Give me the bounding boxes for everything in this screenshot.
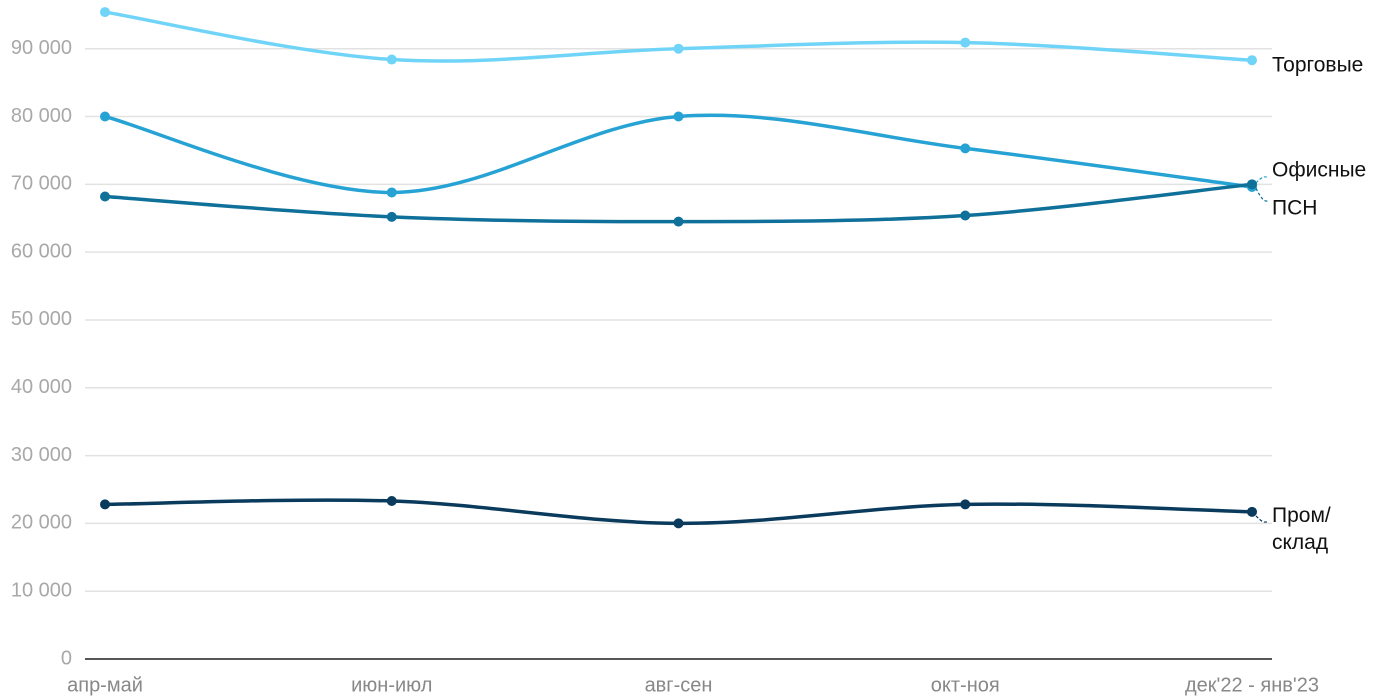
data-point: [960, 210, 971, 221]
y-tick-label: 30 000: [11, 444, 72, 466]
y-tick-label: 0: [61, 647, 72, 669]
data-point: [386, 495, 397, 506]
data-point: [1247, 179, 1257, 190]
data-point: [960, 143, 971, 154]
data-point: [386, 54, 397, 65]
data-point: [673, 518, 684, 529]
series-label: ПСН: [1272, 196, 1318, 220]
y-tick-label: 80 000: [11, 105, 72, 127]
y-tick-label: 40 000: [11, 376, 72, 398]
data-point: [960, 37, 971, 48]
data-point: [673, 216, 684, 227]
data-point: [100, 191, 110, 202]
label-leader: [1255, 188, 1269, 202]
data-point: [960, 499, 971, 510]
data-point: [100, 499, 110, 510]
series-label: Торговые: [1272, 53, 1364, 77]
series-line: [104, 10, 1253, 63]
x-tick-label: авг-сен: [645, 674, 713, 696]
label-leader: [1255, 176, 1269, 184]
series-line: [104, 182, 1253, 224]
series-label: Офисные: [1272, 158, 1367, 182]
y-tick-label: 10 000: [11, 579, 72, 601]
y-tick-label: 70 000: [11, 173, 72, 195]
x-tick-label: июн-июл: [351, 674, 432, 696]
data-point: [386, 187, 397, 198]
data-point: [673, 111, 684, 122]
y-tick-label: 60 000: [11, 240, 72, 262]
y-tick-label: 50 000: [11, 308, 72, 330]
data-point: [1247, 506, 1257, 517]
data-point: [100, 111, 110, 122]
x-tick-label: апр-май: [67, 674, 143, 696]
y-tick-label: 90 000: [11, 37, 72, 59]
data-point: [1247, 55, 1257, 66]
series-line: [104, 113, 1253, 195]
x-tick-label: окт-ноя: [931, 674, 1000, 696]
label-leader: [1255, 515, 1269, 523]
series-label: Пром/ склад: [1272, 503, 1331, 554]
y-tick-label: 20 000: [11, 512, 72, 534]
x-tick-label: дек'22 - янв'23: [1185, 674, 1319, 696]
data-point: [673, 43, 684, 54]
data-point: [386, 211, 397, 222]
data-point: [100, 7, 110, 18]
